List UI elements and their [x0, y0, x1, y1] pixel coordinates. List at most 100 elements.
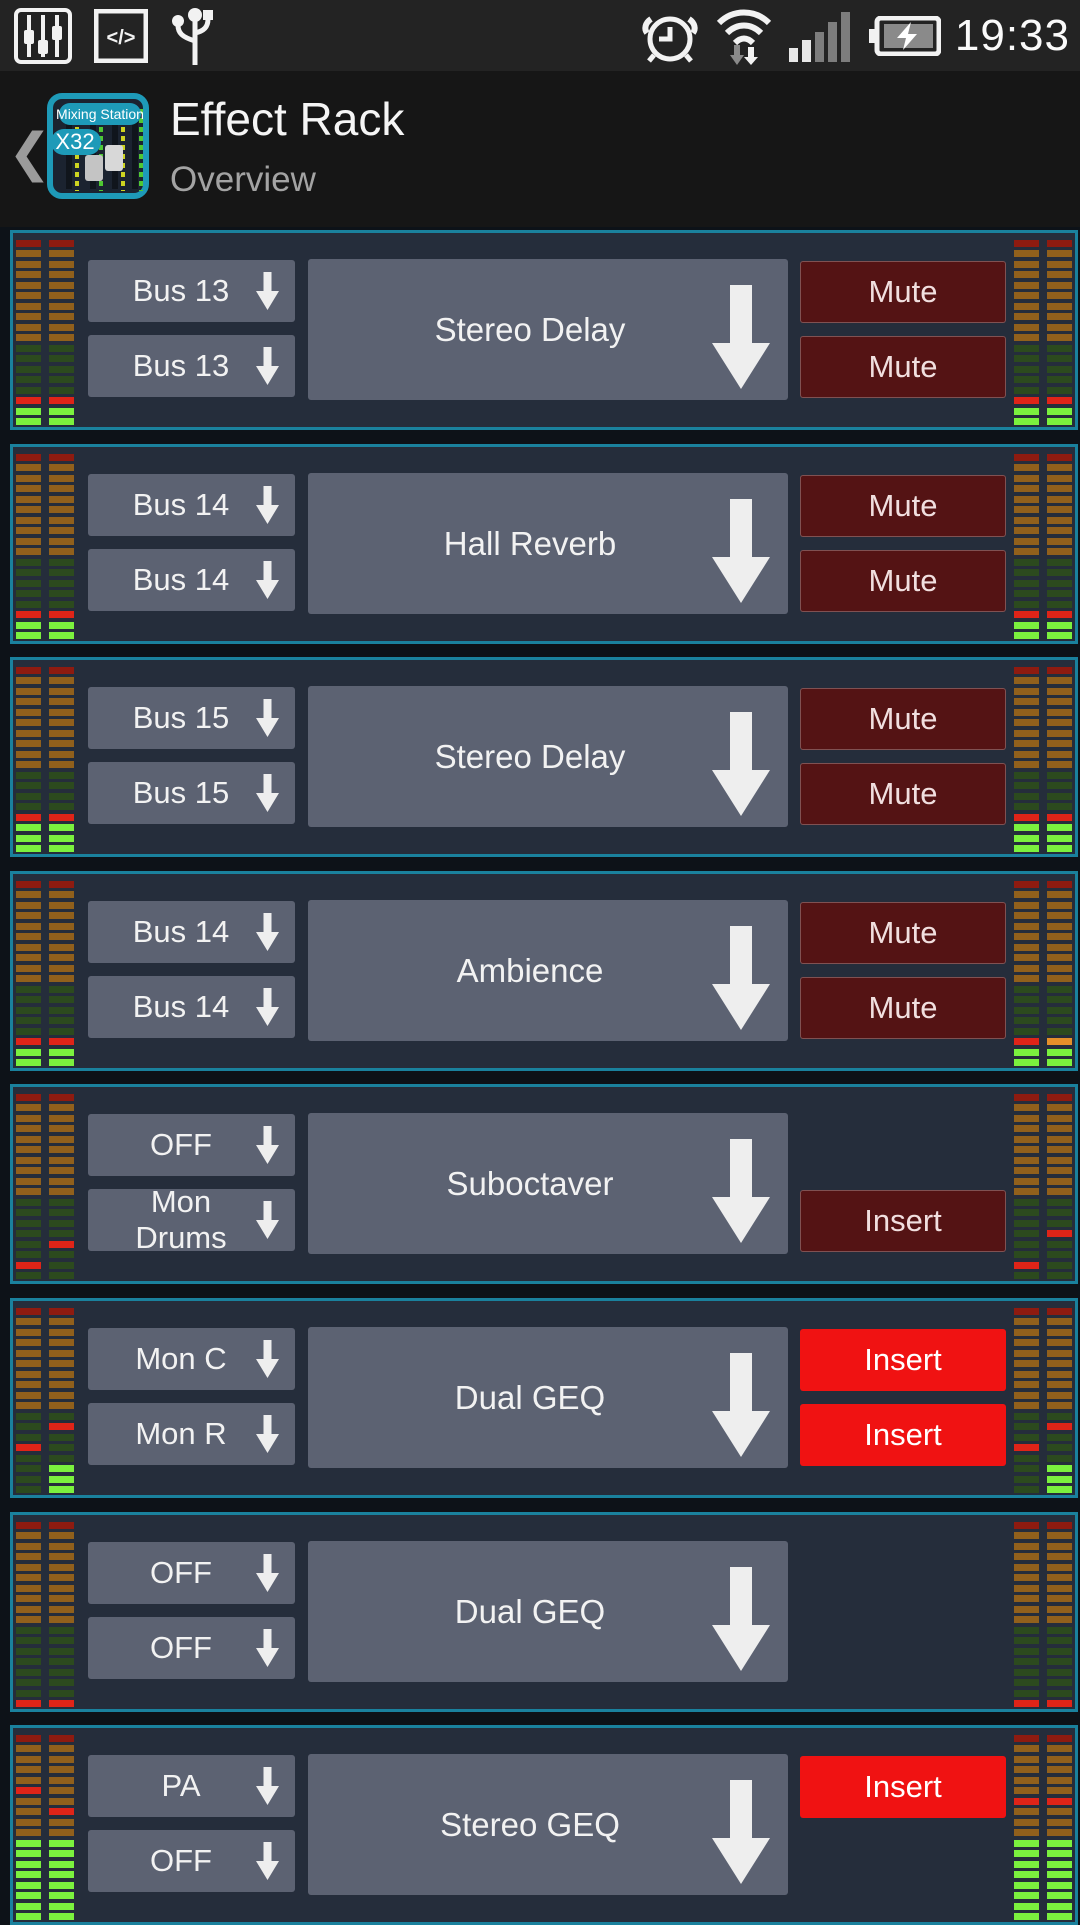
level-meter-left — [16, 1733, 74, 1921]
effect-select-button[interactable]: Stereo Delay — [308, 686, 788, 827]
meter-segment — [16, 558, 41, 566]
meter-segment — [16, 323, 41, 331]
meter-segment — [1047, 1626, 1072, 1634]
source-select-2-button[interactable]: Bus 13 — [88, 335, 295, 397]
meter-segment — [1047, 912, 1072, 920]
effect-select-button[interactable]: Suboctaver — [308, 1113, 788, 1254]
source-select-1-button[interactable]: OFF — [88, 1542, 295, 1604]
meter-segment — [1047, 1532, 1072, 1540]
meter-column — [1047, 1522, 1072, 1707]
insert-button[interactable]: Insert — [800, 1756, 1006, 1818]
meter-segment — [1014, 1679, 1039, 1687]
meter-segment — [49, 495, 74, 503]
insert-button[interactable]: Insert — [800, 1404, 1006, 1466]
level-meter-left — [16, 238, 74, 426]
meter-segment — [49, 365, 74, 373]
meter-segment — [49, 1402, 74, 1410]
meter-segment — [1014, 281, 1039, 289]
meter-segment — [49, 824, 74, 832]
meter-column — [1047, 454, 1072, 639]
source-select-1-button[interactable]: Bus 15 — [88, 687, 295, 749]
source-select-2-button[interactable]: Mon R — [88, 1403, 295, 1465]
source-select-1-button[interactable]: Bus 14 — [88, 901, 295, 963]
source-select-2-button[interactable]: Bus 14 — [88, 976, 295, 1038]
meter-segment — [49, 834, 74, 842]
signal-icon — [788, 11, 850, 62]
meter-segment — [16, 1689, 41, 1697]
meter-segment — [16, 260, 41, 268]
insert-button[interactable]: Insert — [800, 1190, 1006, 1252]
meter-segment — [1014, 1271, 1039, 1279]
effect-select-button[interactable]: Stereo Delay — [308, 259, 788, 400]
meter-segment — [1014, 302, 1039, 310]
mute-button[interactable]: Mute — [800, 475, 1006, 537]
back-chevron-icon[interactable]: ❮ — [8, 124, 52, 182]
meter-segment — [1047, 1485, 1072, 1493]
mute-button[interactable]: Mute — [800, 550, 1006, 612]
meter-segment — [1014, 891, 1039, 899]
meter-segment — [49, 1209, 74, 1217]
meter-segment — [1047, 901, 1072, 909]
meter-segment — [1047, 985, 1072, 993]
meter-segment — [16, 1776, 41, 1784]
meter-segment — [16, 1850, 41, 1858]
source-select-1-button[interactable]: Bus 14 — [88, 474, 295, 536]
insert-button[interactable]: Insert — [800, 1329, 1006, 1391]
source-select-1-button[interactable]: Mon C — [88, 1328, 295, 1390]
meter-segment — [1047, 1328, 1072, 1336]
effect-select-button[interactable]: Dual GEQ — [308, 1541, 788, 1682]
source-select-2-button[interactable]: Mon Drums — [88, 1184, 295, 1255]
effect-slot-row: OFF OFF Dual GEQ — [10, 1512, 1078, 1712]
source-select-2-button[interactable]: OFF — [88, 1617, 295, 1679]
meter-segment — [1014, 1433, 1039, 1441]
source-select-1-button[interactable]: OFF — [88, 1114, 295, 1176]
meter-segment — [1014, 1038, 1039, 1046]
meter-segment — [1014, 1616, 1039, 1624]
meter-segment — [1047, 1381, 1072, 1389]
source-select-2-button[interactable]: Bus 15 — [88, 762, 295, 824]
meter-segment — [49, 1902, 74, 1910]
meter-segment — [1014, 376, 1039, 384]
source-select-2-button[interactable]: Bus 14 — [88, 549, 295, 611]
meter-segment — [1047, 260, 1072, 268]
meter-column — [49, 881, 74, 1066]
source-select-1-button[interactable]: PA — [88, 1755, 295, 1817]
meter-segment — [49, 1475, 74, 1483]
meter-segment — [49, 397, 74, 405]
source-1-label: OFF — [150, 1555, 212, 1590]
mute-button[interactable]: Mute — [800, 977, 1006, 1039]
meter-segment — [1047, 1892, 1072, 1900]
meter-segment — [49, 803, 74, 811]
level-meter-left — [16, 1520, 74, 1708]
mute-button[interactable]: Mute — [800, 261, 1006, 323]
action-1-label: Insert — [864, 1342, 942, 1377]
source-1-label: PA — [161, 1768, 201, 1803]
effect-select-button[interactable]: Dual GEQ — [308, 1327, 788, 1468]
battery-charging-icon — [868, 15, 941, 56]
meter-segment — [49, 996, 74, 1004]
meter-segment — [16, 281, 41, 289]
effect-name-label: Stereo GEQ — [440, 1805, 620, 1843]
app-logo-icon[interactable]: Mixing Station X32 — [47, 93, 149, 199]
meter-segment — [1014, 1261, 1039, 1269]
effect-select-button[interactable]: Stereo GEQ — [308, 1754, 788, 1895]
meter-segment — [16, 1871, 41, 1879]
meter-column — [49, 1094, 74, 1279]
mute-button[interactable]: Mute — [800, 688, 1006, 750]
meter-segment — [16, 1114, 41, 1122]
mute-button[interactable]: Mute — [800, 336, 1006, 398]
source-select-2-button[interactable]: OFF — [88, 1830, 295, 1892]
meter-segment — [1014, 1167, 1039, 1175]
effect-select-button[interactable]: Hall Reverb — [308, 473, 788, 614]
meter-segment — [1047, 1402, 1072, 1410]
source-select-1-button[interactable]: Bus 13 — [88, 260, 295, 322]
meter-segment — [1014, 355, 1039, 363]
mute-button[interactable]: Mute — [800, 902, 1006, 964]
meter-segment — [1014, 1808, 1039, 1816]
meter-segment — [16, 1595, 41, 1603]
meter-segment — [49, 1892, 74, 1900]
mute-button[interactable]: Mute — [800, 763, 1006, 825]
meter-segment — [16, 537, 41, 545]
meter-segment — [49, 881, 74, 888]
effect-select-button[interactable]: Ambience — [308, 900, 788, 1041]
